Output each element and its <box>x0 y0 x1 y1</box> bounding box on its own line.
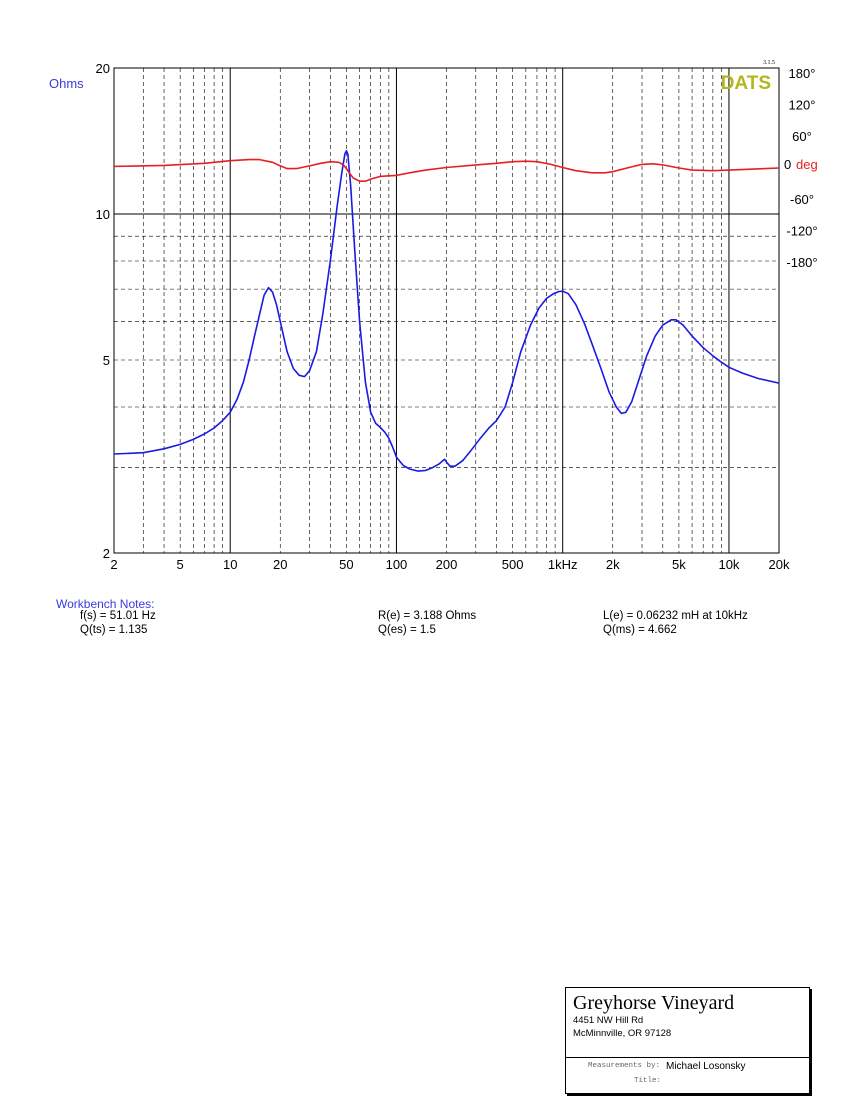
version-label: 3.1.5 <box>763 60 775 66</box>
impedance-curve <box>113 150 780 472</box>
y-tick-label: 10 <box>96 207 110 222</box>
address-line-2: McMinnville, OR 97128 <box>573 1028 672 1039</box>
grid <box>114 67 779 553</box>
note-qes: Q(es) = 1.5 <box>378 624 436 636</box>
note-re: R(e) = 3.188 Ohms <box>378 610 477 622</box>
note-le: L(e) = 0.06232 mH at 10kHz <box>603 610 748 622</box>
x-tick-label: 1kHz <box>548 557 578 572</box>
right-axis-unit-label: deg <box>796 157 818 172</box>
measurements-by: Michael Losonsky <box>666 1061 746 1072</box>
y-tick-label: 20 <box>96 61 110 76</box>
right-tick-label: -180° <box>786 255 817 270</box>
title-label: Title: <box>634 1077 662 1085</box>
x-axis-ticks: 2 5 10 20 50 100 200 500 1kHz 2k 5k 10k 20k <box>110 557 790 572</box>
series <box>113 150 780 472</box>
x-tick-label: 10k <box>718 557 739 572</box>
x-tick-label: 5 <box>177 557 184 572</box>
plot-frame <box>113 67 780 554</box>
left-axis-ticks: 20 10 5 2 <box>96 61 110 561</box>
x-tick-label: 2k <box>606 557 620 572</box>
right-tick-label: -120° <box>786 224 817 239</box>
x-tick-label: 100 <box>386 557 408 572</box>
y-tick-label: 5 <box>103 353 110 368</box>
left-axis-label: Ohms <box>49 76 84 91</box>
x-tick-label: 20 <box>273 557 287 572</box>
right-tick-label: 180° <box>789 66 816 81</box>
x-tick-label: 20k <box>769 557 790 572</box>
y-tick-label: 2 <box>103 546 110 561</box>
x-tick-label: 10 <box>223 557 237 572</box>
company-name: Greyhorse Vineyard <box>573 992 735 1014</box>
right-tick-label: 60° <box>792 129 812 144</box>
title-block: Greyhorse Vineyard 4451 NW Hill Rd McMin… <box>565 987 810 1094</box>
measurements-label: Measurements by: <box>588 1062 661 1070</box>
x-tick-label: 2 <box>110 557 117 572</box>
address-line-1: 4451 NW Hill Rd <box>573 1015 644 1026</box>
note-qts: Q(ts) = 1.135 <box>80 624 148 636</box>
x-tick-label: 200 <box>436 557 458 572</box>
right-axis-ticks: 180° 120° 60° -60° -120° -180° <box>786 66 817 270</box>
dats-logo: DATS <box>721 73 771 94</box>
note-qms: Q(ms) = 4.662 <box>603 624 677 636</box>
x-tick-label: 5k <box>672 557 686 572</box>
x-tick-label: 50 <box>339 557 353 572</box>
right-tick-label: -60° <box>790 192 814 207</box>
right-axis-zero-label: 0 <box>784 157 791 172</box>
phase-curve <box>113 158 780 182</box>
title-block-divider <box>566 1057 809 1058</box>
impedance-chart: 2 5 10 20 50 100 200 500 1kHz 2k 5k 10k 20k 20 10 5 2 1… <box>49 60 818 572</box>
notes-title: Workbench Notes: <box>56 597 155 611</box>
right-tick-label: 120° <box>789 98 816 113</box>
note-fs: f(s) = 51.01 Hz <box>80 610 156 622</box>
x-tick-label: 500 <box>502 557 524 572</box>
